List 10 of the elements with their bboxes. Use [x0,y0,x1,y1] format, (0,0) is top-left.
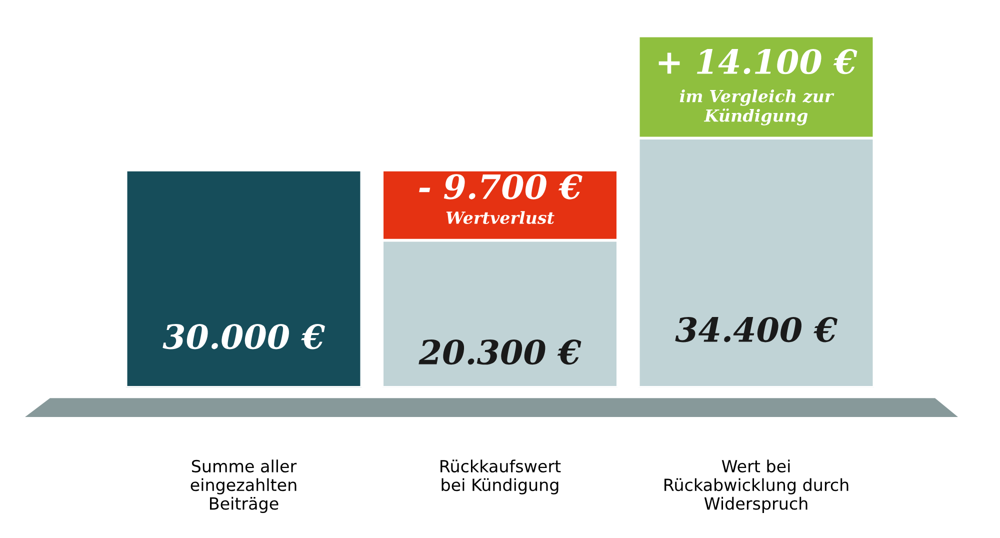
annotation: - 9.700 € [419,174,582,200]
annotation: im Vergleich zur Kündigung [680,90,834,126]
data-label: 20.300 € [418,339,582,365]
data-label: 34.400 € [675,316,838,342]
annotation: Wertverlust [446,211,554,224]
data-label: 30.000 € [162,324,325,350]
x-tick-label: Rückkaufswert bei Kündigung [440,460,561,494]
x-tick-label: Summe aller eingezahlten Beiträge [190,460,297,514]
x-tick-label: Wert bei Rückabwicklung durch Widerspruch [664,460,848,514]
data-label: + 14.100 € [658,48,858,74]
